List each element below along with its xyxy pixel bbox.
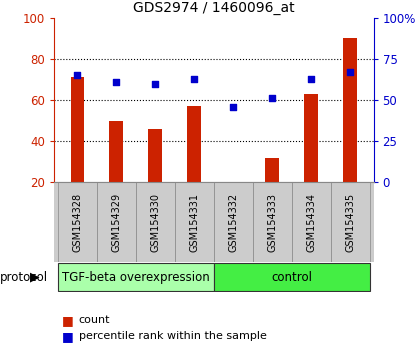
- Title: GDS2974 / 1460096_at: GDS2974 / 1460096_at: [133, 1, 295, 15]
- Point: [308, 76, 315, 81]
- Bar: [97, 182, 136, 262]
- Bar: [253, 182, 292, 262]
- Point: [113, 79, 120, 85]
- Point: [74, 73, 81, 78]
- Text: ▶: ▶: [30, 270, 40, 284]
- Text: ■: ■: [62, 314, 74, 327]
- Bar: [175, 182, 214, 262]
- Bar: [304, 94, 318, 182]
- Bar: [214, 182, 253, 262]
- Bar: [149, 129, 162, 182]
- Bar: [265, 158, 279, 182]
- Text: GSM154329: GSM154329: [111, 193, 121, 252]
- Point: [347, 69, 354, 75]
- Bar: [136, 182, 175, 262]
- Text: GSM154333: GSM154333: [267, 193, 277, 252]
- Bar: [214, 263, 370, 291]
- Point: [152, 81, 159, 86]
- Text: GSM154332: GSM154332: [228, 193, 238, 252]
- Bar: [292, 182, 331, 262]
- Text: GSM154328: GSM154328: [72, 193, 82, 252]
- Bar: [58, 182, 97, 262]
- Point: [230, 104, 237, 109]
- Bar: [188, 106, 201, 182]
- Text: GSM154330: GSM154330: [150, 193, 160, 252]
- Text: count: count: [79, 315, 110, 325]
- Text: control: control: [271, 270, 312, 284]
- Text: TGF-beta overexpression: TGF-beta overexpression: [62, 270, 210, 284]
- Text: protocol: protocol: [0, 270, 48, 284]
- Bar: [343, 38, 357, 182]
- Bar: [331, 182, 370, 262]
- Bar: [58, 263, 214, 291]
- Text: GSM154331: GSM154331: [189, 193, 199, 252]
- Bar: [71, 78, 84, 182]
- Point: [191, 76, 198, 81]
- Text: ■: ■: [62, 330, 74, 343]
- Text: GSM154335: GSM154335: [345, 193, 355, 252]
- Bar: [110, 121, 123, 182]
- Text: percentile rank within the sample: percentile rank within the sample: [79, 331, 267, 341]
- Text: GSM154334: GSM154334: [306, 193, 316, 252]
- Point: [269, 96, 276, 101]
